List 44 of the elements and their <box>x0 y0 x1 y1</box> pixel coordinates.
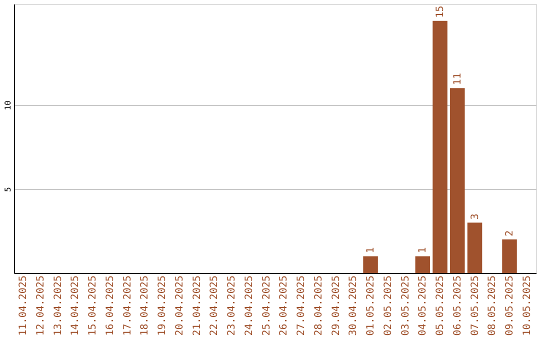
x-tick-label: 26.04.2025 <box>278 276 290 336</box>
x-tick-label: 22.04.2025 <box>209 276 220 336</box>
bar <box>450 88 465 273</box>
data-label: 1 <box>418 247 429 254</box>
x-tick-label: 05.05.2025 <box>435 276 446 336</box>
x-tick-label: 08.05.2025 <box>487 276 498 336</box>
x-tick-label: 20.04.2025 <box>174 276 186 336</box>
x-tick-label: 19.04.2025 <box>157 276 168 336</box>
x-tick-label: 23.04.2025 <box>226 276 238 336</box>
x-tick-label: 18.04.2025 <box>140 276 151 336</box>
bar <box>502 239 517 273</box>
data-label: 2 <box>504 230 516 236</box>
data-label: 1 <box>366 247 377 254</box>
x-tick-label: 10.05.2025 <box>522 276 533 336</box>
x-tick-label: 07.05.2025 <box>470 276 481 336</box>
y-tick-label: 10 <box>4 100 12 110</box>
bar <box>363 256 378 273</box>
x-tick-label: 06.05.2025 <box>452 276 464 336</box>
x-tick-label: 13.04.2025 <box>52 276 64 336</box>
bar <box>467 222 482 273</box>
x-tick-label: 16.04.2025 <box>104 276 116 336</box>
x-tick-label: 25.04.2025 <box>261 276 272 336</box>
x-tick-label: 24.04.2025 <box>244 276 255 336</box>
bar <box>432 20 448 273</box>
x-tick-label: 29.04.2025 <box>330 276 342 336</box>
x-tick-label: 01.05.2025 <box>366 276 377 336</box>
x-tick-label: 04.05.2025 <box>418 276 429 336</box>
x-tick-label: 02.05.2025 <box>382 276 394 336</box>
x-tick-label: 09.05.2025 <box>504 276 516 336</box>
y-tick-label: 5 <box>4 186 12 192</box>
x-tick-label: 27.04.2025 <box>296 276 308 336</box>
x-tick-label: 15.04.2025 <box>88 276 99 336</box>
data-label: 11 <box>452 73 464 86</box>
data-label: 15 <box>435 6 446 18</box>
x-tick-label: 03.05.2025 <box>400 276 412 336</box>
x-tick-label: 11.04.2025 <box>18 276 30 336</box>
x-tick-label: 14.04.2025 <box>70 276 82 336</box>
data-label: 3 <box>470 214 481 220</box>
x-tick-label: 17.04.2025 <box>122 276 134 336</box>
x-tick-label: 12.04.2025 <box>35 276 46 336</box>
x-tick-label: 21.04.2025 <box>192 276 203 336</box>
bar <box>415 256 430 273</box>
x-tick-label: 30.04.2025 <box>348 276 360 336</box>
x-tick-label: 28.04.2025 <box>313 276 324 336</box>
